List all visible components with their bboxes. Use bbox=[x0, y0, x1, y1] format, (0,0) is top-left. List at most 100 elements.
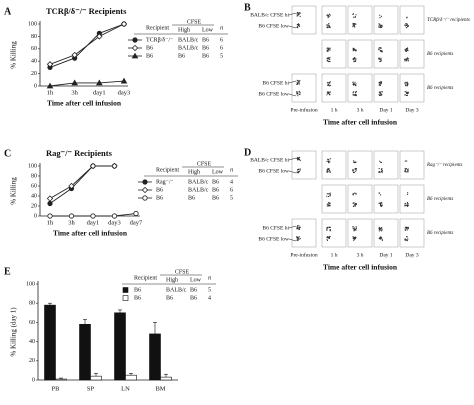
flow-event bbox=[354, 168, 356, 170]
flow-event bbox=[406, 229, 408, 231]
marker bbox=[142, 179, 148, 185]
flow-event bbox=[354, 57, 356, 60]
flow-event bbox=[299, 12, 301, 14]
column-label: Day 1 bbox=[379, 252, 393, 258]
legend-header: CFSE bbox=[197, 161, 212, 167]
flow-event bbox=[352, 169, 354, 171]
flow-event bbox=[296, 90, 298, 93]
flow-event bbox=[380, 229, 382, 231]
flow-event bbox=[353, 24, 356, 26]
flow-event bbox=[378, 26, 380, 28]
flow-event bbox=[406, 84, 409, 86]
flow-event bbox=[298, 158, 300, 161]
y-tick-label: 60 bbox=[31, 183, 37, 189]
flow-event bbox=[297, 26, 299, 28]
marker bbox=[132, 37, 138, 43]
flow-event bbox=[378, 58, 380, 60]
flow-event bbox=[328, 13, 331, 15]
flow-event bbox=[353, 26, 356, 28]
legend-header: Recipient bbox=[156, 167, 179, 173]
flow-event bbox=[405, 204, 407, 206]
flow-event bbox=[326, 59, 328, 62]
bar bbox=[55, 378, 67, 381]
flow-event bbox=[355, 229, 357, 231]
flow-event bbox=[326, 171, 328, 173]
row-label: TCRβ/δ⁻/⁻ recipients bbox=[427, 18, 470, 23]
legend-header: High bbox=[178, 27, 190, 33]
legend-header: Low bbox=[190, 277, 202, 283]
flow-event bbox=[296, 23, 298, 26]
bar bbox=[125, 374, 137, 381]
bar bbox=[160, 376, 172, 381]
flow-event bbox=[329, 195, 331, 197]
x-axis-label: Time after cell infusion bbox=[53, 229, 128, 238]
x-tick-label: 1h bbox=[47, 219, 54, 226]
flow-event bbox=[407, 204, 409, 206]
flow-event bbox=[326, 227, 329, 229]
flow-event bbox=[353, 61, 355, 63]
flow-event bbox=[329, 202, 331, 205]
legend-cell: 6 bbox=[220, 37, 223, 43]
flow-event bbox=[406, 205, 408, 207]
flow-event bbox=[298, 157, 300, 159]
flow-event bbox=[404, 238, 406, 241]
panel-letter: C bbox=[4, 148, 11, 159]
flow-event bbox=[327, 57, 329, 60]
flow-event bbox=[380, 168, 383, 171]
flow-event bbox=[327, 14, 330, 17]
flow-event bbox=[326, 203, 328, 205]
x-tick-label: LN bbox=[121, 385, 130, 392]
flow-event bbox=[378, 24, 381, 26]
flow-event bbox=[378, 192, 381, 194]
flow-event bbox=[380, 15, 382, 17]
chart-title: TCRβ/δ⁻/⁻ Recipients bbox=[46, 6, 127, 16]
bar bbox=[149, 333, 161, 381]
flow-event bbox=[354, 202, 356, 205]
flow-event bbox=[296, 228, 298, 230]
flow-event bbox=[329, 26, 331, 28]
flow-event bbox=[407, 171, 409, 173]
flow-event bbox=[407, 82, 409, 85]
y-tick-label: 100 bbox=[28, 21, 37, 27]
flow-event bbox=[327, 160, 330, 163]
flow-event bbox=[354, 192, 356, 194]
flow-event bbox=[328, 60, 330, 63]
legend-cell: 4 bbox=[230, 179, 233, 185]
flow-event bbox=[329, 47, 331, 49]
flow-event bbox=[378, 83, 381, 85]
flow-event bbox=[404, 58, 406, 61]
marker bbox=[120, 20, 128, 28]
flow-event bbox=[355, 94, 357, 96]
flow-event bbox=[326, 50, 328, 52]
flow-event bbox=[352, 194, 354, 196]
flow-plot bbox=[373, 5, 399, 35]
flow-event bbox=[355, 226, 357, 228]
legend-cell: BALB/c bbox=[188, 187, 209, 193]
flow-event bbox=[296, 81, 298, 83]
x-tick-label: SP bbox=[87, 385, 95, 392]
flow-event bbox=[296, 237, 298, 239]
column-label: Pre-infusion bbox=[290, 251, 317, 258]
legend-cell: B6 bbox=[190, 295, 197, 301]
legend-cell: B6 bbox=[202, 53, 209, 59]
flow-event bbox=[381, 26, 383, 28]
legend-header: n bbox=[208, 274, 211, 281]
flow-event bbox=[353, 59, 355, 61]
flow-event bbox=[381, 50, 383, 52]
flow-plot bbox=[321, 218, 347, 248]
flow-event bbox=[328, 204, 330, 207]
flow-event bbox=[328, 23, 330, 25]
series-line bbox=[49, 23, 125, 65]
x-tick-label: 1h bbox=[47, 89, 54, 96]
legend-label: Rag⁻/⁻ bbox=[156, 179, 174, 185]
flow-event bbox=[406, 48, 408, 51]
y-tick-label: 0 bbox=[32, 377, 35, 383]
flow-event bbox=[297, 14, 299, 17]
flow-event bbox=[378, 202, 380, 204]
flow-event bbox=[327, 16, 329, 18]
flow-event bbox=[406, 171, 408, 173]
flow-event bbox=[406, 193, 409, 196]
y-tick-label: 20 bbox=[29, 358, 35, 364]
flow-event bbox=[378, 23, 380, 25]
flow-event bbox=[404, 94, 406, 96]
